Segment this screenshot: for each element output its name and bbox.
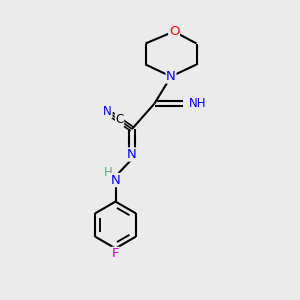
Text: H: H [103,166,112,179]
Text: N: N [166,70,176,83]
Text: N: N [111,173,120,187]
Text: N: N [103,105,112,118]
Text: O: O [169,25,179,38]
Text: NH: NH [189,97,206,110]
Text: C: C [116,113,124,126]
Text: N: N [127,148,137,161]
Text: F: F [112,247,119,260]
